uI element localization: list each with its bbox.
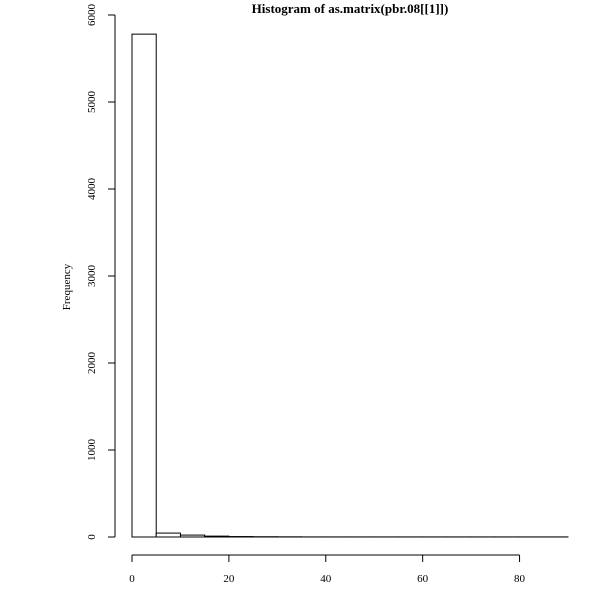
x-tick-label: 40 (320, 573, 332, 585)
y-tick-label: 2000 (86, 352, 98, 375)
y-tick-label: 4000 (86, 178, 98, 201)
histogram-bar (155, 532, 181, 538)
histogram-bar (179, 534, 206, 538)
x-tick-label: 80 (514, 573, 526, 585)
histogram-bar (204, 535, 230, 538)
y-tick-label: 1000 (86, 439, 98, 462)
y-axis-label: Frequency (61, 263, 73, 310)
x-tick-label: 60 (417, 573, 429, 585)
y-axis: 0 1000 2000 3000 4000 5000 6000 (86, 4, 116, 540)
x-axis: 0 20 40 60 80 (129, 554, 526, 585)
x-tick-label: 20 (223, 573, 235, 585)
y-tick-label: 6000 (86, 4, 98, 27)
y-tick-label: 3000 (86, 265, 98, 288)
chart-title: Histogram of as.matrix(pbr.08[[1]]) (252, 1, 449, 16)
x-tick-label: 0 (129, 573, 135, 585)
y-tick-label: 0 (86, 534, 98, 540)
bars-layer (131, 33, 569, 538)
histogram-bar (131, 33, 157, 538)
y-tick-label: 5000 (86, 91, 98, 114)
